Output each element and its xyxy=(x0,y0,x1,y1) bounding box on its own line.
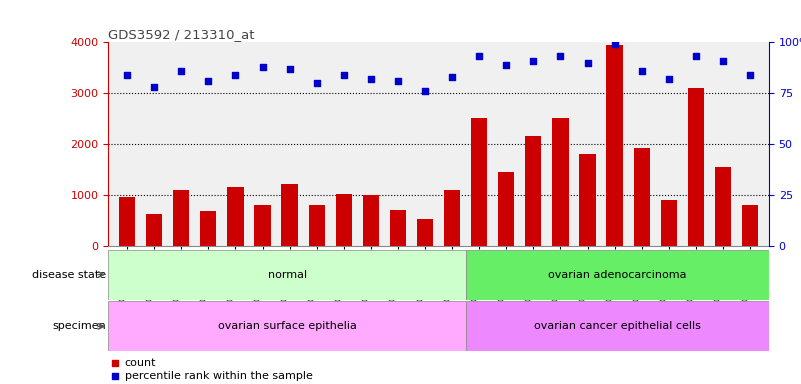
Point xyxy=(229,72,242,78)
Bar xyxy=(466,301,769,351)
Point xyxy=(419,88,432,94)
Bar xyxy=(255,205,271,246)
Bar xyxy=(281,184,298,246)
Bar xyxy=(119,197,135,246)
Bar xyxy=(227,187,244,246)
Point xyxy=(121,72,134,78)
Point xyxy=(310,80,323,86)
Bar xyxy=(108,301,466,351)
Bar xyxy=(661,200,677,246)
Bar xyxy=(308,205,324,246)
Bar xyxy=(336,194,352,246)
Point xyxy=(108,373,121,379)
Bar xyxy=(108,250,466,300)
Text: specimen: specimen xyxy=(52,321,106,331)
Point xyxy=(392,78,405,84)
Point xyxy=(527,58,540,64)
Bar xyxy=(688,88,704,246)
Point xyxy=(337,72,350,78)
Bar xyxy=(471,118,487,246)
Point xyxy=(635,68,648,74)
Point xyxy=(147,84,160,90)
Bar xyxy=(714,167,731,246)
Text: percentile rank within the sample: percentile rank within the sample xyxy=(125,371,312,381)
Bar xyxy=(498,172,514,246)
Text: count: count xyxy=(125,358,156,368)
Bar xyxy=(173,190,189,246)
Point xyxy=(473,53,485,60)
Bar xyxy=(579,154,596,246)
Bar xyxy=(606,45,622,246)
Bar xyxy=(742,205,758,246)
Text: ovarian surface epithelia: ovarian surface epithelia xyxy=(218,321,356,331)
Bar xyxy=(525,136,541,246)
Point xyxy=(743,72,756,78)
Point xyxy=(690,53,702,60)
Point xyxy=(608,41,621,47)
Bar xyxy=(417,219,433,246)
Point xyxy=(256,64,269,70)
Point xyxy=(108,360,121,366)
Point xyxy=(202,78,215,84)
Bar xyxy=(363,195,379,246)
Point xyxy=(662,76,675,82)
Text: GDS3592 / 213310_at: GDS3592 / 213310_at xyxy=(108,28,255,41)
Text: ovarian cancer epithelial cells: ovarian cancer epithelial cells xyxy=(534,321,701,331)
Bar xyxy=(390,210,406,246)
Point xyxy=(364,76,377,82)
Bar xyxy=(146,214,163,246)
Bar xyxy=(200,211,216,246)
Point xyxy=(284,66,296,72)
Point xyxy=(581,60,594,66)
Bar xyxy=(553,118,569,246)
Point xyxy=(445,74,458,80)
Bar xyxy=(466,250,769,300)
Bar xyxy=(444,190,461,246)
Point xyxy=(554,53,567,60)
Bar xyxy=(634,148,650,246)
Text: disease state: disease state xyxy=(32,270,106,280)
Point xyxy=(500,61,513,68)
Point xyxy=(717,58,730,64)
Point xyxy=(175,68,187,74)
Text: normal: normal xyxy=(268,270,307,280)
Text: ovarian adenocarcinoma: ovarian adenocarcinoma xyxy=(548,270,686,280)
